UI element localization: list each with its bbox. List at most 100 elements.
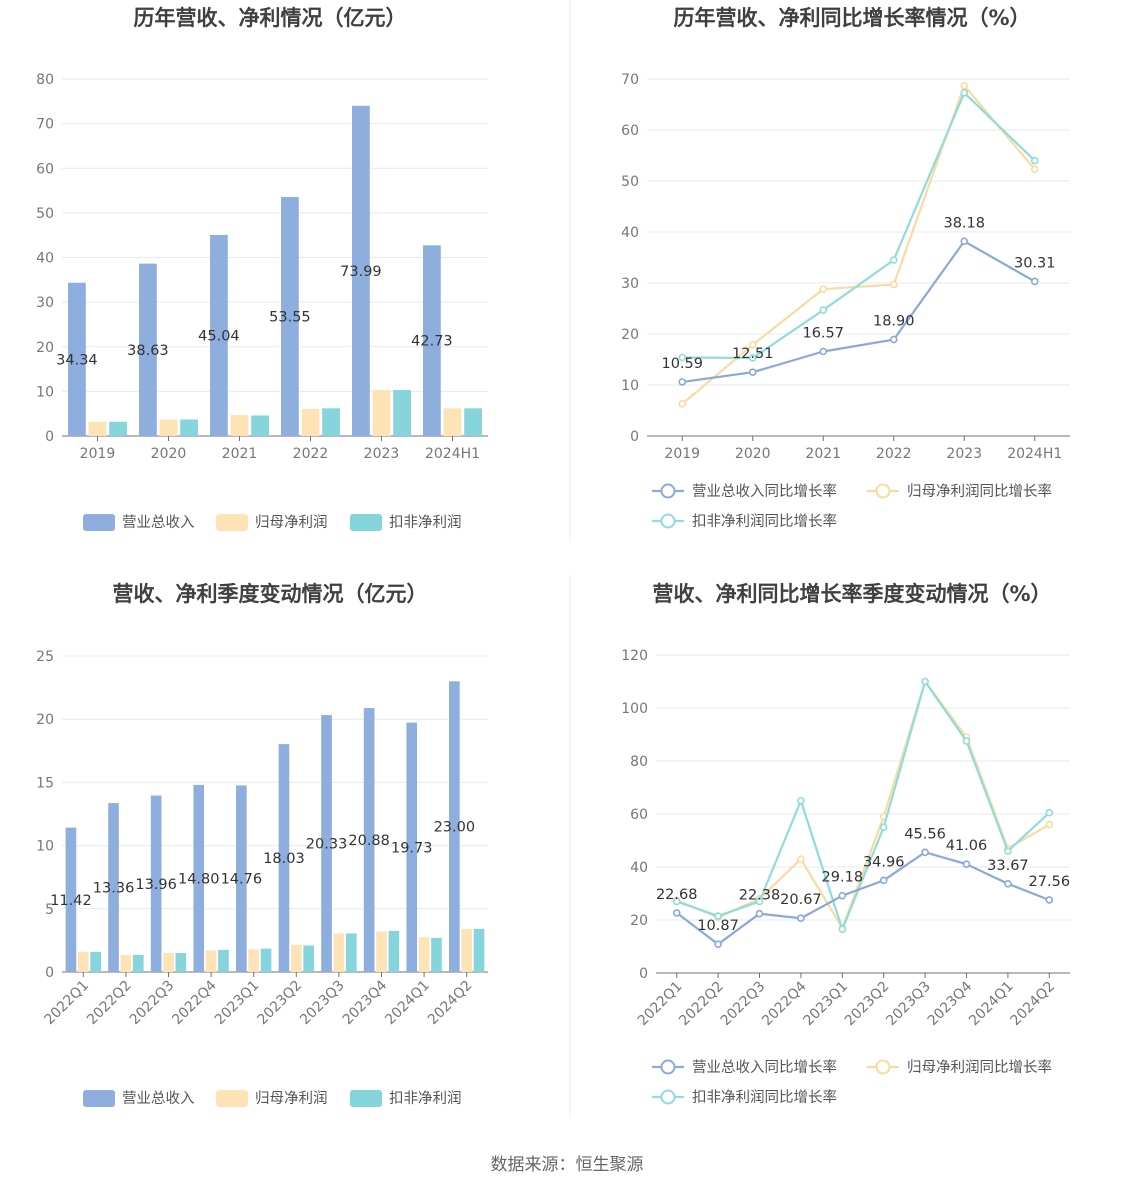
revenue-bar bbox=[65, 827, 77, 972]
x-tick-label: 2023Q4 bbox=[925, 978, 976, 1029]
x-tick-label: 2022 bbox=[293, 446, 329, 462]
deducted-profit-growth-point bbox=[1045, 808, 1054, 817]
x-tick-label: 2022Q2 bbox=[676, 979, 727, 1030]
x-tick-label: 2022Q1 bbox=[635, 979, 686, 1030]
x-tick-label: 2019 bbox=[664, 446, 700, 462]
legend-item: 营业总收入 bbox=[83, 514, 195, 531]
x-tick-label: 2022Q4 bbox=[759, 978, 810, 1029]
revenue-growth-data-label: 34.96 bbox=[863, 854, 905, 870]
net-profit-growth-line bbox=[676, 680, 1050, 930]
revenue-bar bbox=[139, 263, 157, 436]
revenue-growth-point bbox=[1004, 879, 1012, 888]
net-profit-bar bbox=[88, 421, 107, 436]
deducted-profit-growth-point bbox=[962, 737, 971, 745]
net-profit-growth-point bbox=[1030, 165, 1039, 174]
x-tick-label: 2024Q2 bbox=[425, 978, 476, 1029]
revenue-data-label: 14.80 bbox=[178, 871, 220, 887]
legend-swatch bbox=[83, 514, 115, 531]
legend-swatch bbox=[83, 1090, 115, 1107]
deducted-profit-growth-point bbox=[678, 353, 687, 362]
net-profit-bar bbox=[163, 953, 174, 972]
revenue-growth-data-label: 22.68 bbox=[656, 887, 698, 903]
legend-label: 扣非净利润同比增长率 bbox=[692, 1089, 837, 1106]
y-tick-label: 10 bbox=[621, 378, 639, 394]
y-tick-label: 70 bbox=[621, 72, 639, 88]
revenue-bar bbox=[449, 681, 460, 972]
x-tick-label: 2023Q4 bbox=[340, 977, 391, 1028]
deducted-profit-bar bbox=[393, 390, 411, 436]
revenue-growth-data-label: 20.67 bbox=[780, 892, 822, 908]
legend-swatch bbox=[350, 514, 382, 531]
chart-title: 营收、净利同比增长率季度变动情况（%） bbox=[652, 582, 1051, 606]
revenue-growth-data-label: 16.57 bbox=[802, 325, 844, 341]
deducted-profit-growth-point bbox=[838, 925, 847, 934]
y-tick-label: 70 bbox=[36, 117, 54, 133]
revenue-growth-point bbox=[714, 940, 722, 948]
revenue-bar bbox=[406, 722, 418, 972]
y-tick-label: 40 bbox=[630, 860, 648, 876]
deducted-profit-growth-point bbox=[672, 897, 681, 906]
net-profit-bar bbox=[77, 951, 89, 972]
revenue-bar bbox=[352, 105, 370, 436]
net-profit-growth-point bbox=[748, 340, 757, 349]
legend-marker bbox=[660, 483, 676, 499]
net-profit-bar bbox=[159, 419, 178, 436]
deducted-profit-growth-point bbox=[714, 912, 722, 920]
legend-swatch bbox=[216, 1090, 248, 1107]
revenue-growth-data-label: 27.56 bbox=[1029, 874, 1071, 890]
revenue-data-label: 23.00 bbox=[434, 820, 476, 836]
deducted-profit-growth-point bbox=[748, 354, 757, 362]
legend-item: 扣非净利润同比增长率 bbox=[652, 1089, 837, 1106]
x-tick-label: 2023Q2 bbox=[842, 979, 893, 1030]
deducted-profit-bar bbox=[251, 415, 269, 436]
revenue-growth-point bbox=[748, 368, 757, 376]
x-tick-label: 2023Q1 bbox=[212, 978, 263, 1029]
net-profit-growth-point bbox=[678, 400, 687, 408]
revenue-bar bbox=[108, 803, 119, 972]
x-tick-label: 2024Q1 bbox=[382, 978, 433, 1029]
deducted-profit-growth-point bbox=[1030, 156, 1039, 165]
legend-label: 归母净利润同比增长率 bbox=[907, 1059, 1052, 1076]
revenue-growth-point bbox=[838, 891, 847, 900]
y-tick-label: 80 bbox=[36, 72, 54, 88]
legend-label: 扣非净利润同比增长率 bbox=[692, 513, 837, 530]
y-tick-label: 20 bbox=[630, 913, 648, 929]
revenue-growth-data-label: 33.67 bbox=[987, 858, 1029, 874]
revenue-growth-data-label: 30.31 bbox=[1014, 255, 1056, 271]
legend-item: 营业总收入 bbox=[83, 1090, 195, 1107]
x-tick-label: 2023Q3 bbox=[883, 979, 934, 1030]
deducted-profit-bar bbox=[473, 929, 485, 972]
y-tick-label: 15 bbox=[36, 775, 54, 791]
revenue-bar bbox=[281, 197, 299, 436]
legend-item: 扣非净利润 bbox=[350, 514, 462, 531]
revenue-data-label: 45.04 bbox=[198, 329, 240, 345]
x-tick-label: 2024H1 bbox=[1007, 446, 1062, 462]
x-tick-label: 2022Q4 bbox=[169, 977, 220, 1028]
revenue-bar bbox=[236, 785, 247, 972]
revenue-data-label: 73.99 bbox=[340, 264, 382, 280]
x-tick-label: 2022Q2 bbox=[84, 978, 135, 1029]
deducted-profit-bar bbox=[388, 930, 400, 972]
revenue-growth-point bbox=[1045, 896, 1054, 904]
y-tick-label: 30 bbox=[621, 276, 639, 292]
revenue-data-label: 11.42 bbox=[50, 893, 92, 909]
revenue-growth-line bbox=[682, 240, 1036, 384]
revenue-growth-data-label: 22.38 bbox=[739, 888, 781, 904]
net-profit-growth-point bbox=[960, 81, 969, 90]
revenue-growth-point bbox=[678, 378, 687, 386]
y-tick-label: 0 bbox=[45, 965, 54, 981]
revenue-data-label: 14.76 bbox=[221, 872, 263, 888]
x-tick-label: 2023 bbox=[364, 446, 400, 462]
revenue-growth-data-label: 12.51 bbox=[732, 346, 774, 362]
x-tick-label: 2022Q3 bbox=[127, 978, 178, 1029]
revenue-growth-point bbox=[960, 237, 969, 246]
legend-label: 归母净利润 bbox=[255, 1090, 328, 1107]
legend-label: 归母净利润 bbox=[255, 514, 328, 531]
net-profit-bar bbox=[120, 954, 132, 972]
net-profit-bar bbox=[461, 929, 473, 972]
net-profit-bar bbox=[301, 408, 320, 436]
y-tick-label: 100 bbox=[621, 701, 648, 717]
revenue-growth-point bbox=[1030, 277, 1039, 286]
net-profit-growth-point bbox=[1045, 820, 1054, 829]
